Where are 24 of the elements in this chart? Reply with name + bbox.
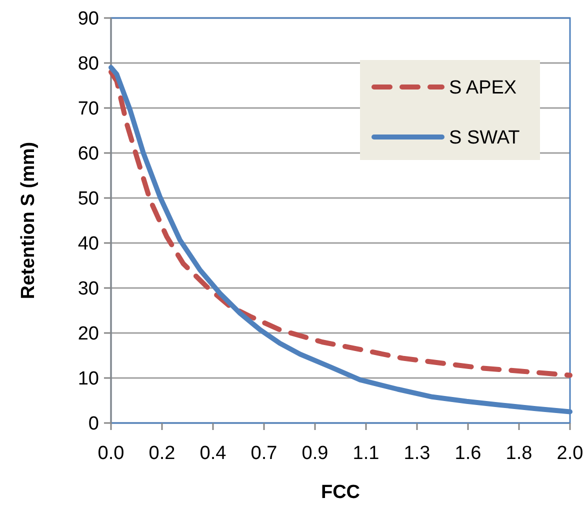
x-tick-label: 0.2	[148, 443, 176, 464]
x-tick-label: 0.4	[200, 443, 227, 464]
y-tick-label: 0	[88, 414, 99, 435]
y-tick-label: 20	[78, 324, 99, 345]
x-tick-label: 0.7	[250, 443, 278, 464]
x-tick-label: 1.8	[506, 443, 532, 464]
y-tick-label: 10	[78, 368, 99, 390]
y-tick-label: 50	[78, 188, 99, 210]
x-tick-label: 1.3	[404, 443, 430, 464]
legend-label: S SWAT	[449, 128, 520, 149]
y-tick-label: 80	[78, 54, 99, 75]
y-tick-label: 90	[78, 8, 99, 30]
x-axis-title: FCC	[320, 482, 360, 503]
x-tick-label: 2.0	[556, 443, 584, 464]
x-tick-label: 1.6	[454, 443, 482, 464]
x-tick-label: 0.9	[302, 443, 328, 464]
y-tick-label: 70	[78, 98, 99, 120]
x-tick-label: 0.0	[98, 443, 124, 464]
legend-label: S APEX	[449, 78, 517, 99]
y-tick-label: 60	[78, 144, 99, 165]
y-axis-title: Retention S (mm)	[18, 142, 39, 300]
x-tick-label: 1.1	[352, 443, 380, 464]
y-tick-label: 40	[78, 234, 99, 255]
y-tick-label: 30	[78, 278, 99, 300]
